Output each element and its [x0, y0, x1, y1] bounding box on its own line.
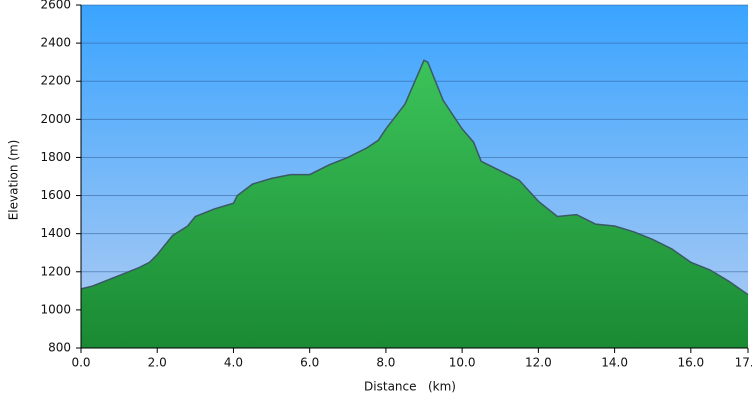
x-tick-label: 14.0: [601, 356, 628, 370]
y-tick-label: 800: [48, 341, 71, 355]
y-axis-title: Elevation (m): [7, 140, 21, 221]
y-tick-label: 2000: [40, 112, 71, 126]
y-tick-label: 2400: [40, 36, 71, 50]
x-tick-label: 2.0: [148, 356, 167, 370]
x-tick-label: 6.0: [300, 356, 319, 370]
elevation-area: [81, 60, 748, 349]
x-tick-label: 8.0: [376, 356, 395, 370]
elevation-line: [80, 59, 749, 296]
y-tick-label: 2600: [40, 0, 71, 12]
x-tick-label: 0.0: [71, 356, 90, 370]
x-tick-label: 16.0: [677, 356, 704, 370]
x-tick-label: 10.0: [449, 356, 476, 370]
y-tick-label: 1800: [40, 150, 71, 164]
y-tick-label: 1200: [40, 264, 71, 278]
y-tick-label: 1400: [40, 226, 71, 240]
x-tick-label: 12.0: [525, 356, 552, 370]
x-axis-title: Distance (km): [364, 380, 456, 394]
y-tick-label: 1000: [40, 302, 71, 316]
y-tick-label: 1600: [40, 188, 71, 202]
x-tick-label: 17.5: [735, 356, 752, 370]
x-tick-label: 4.0: [224, 356, 243, 370]
y-tick-label: 2200: [40, 74, 71, 88]
